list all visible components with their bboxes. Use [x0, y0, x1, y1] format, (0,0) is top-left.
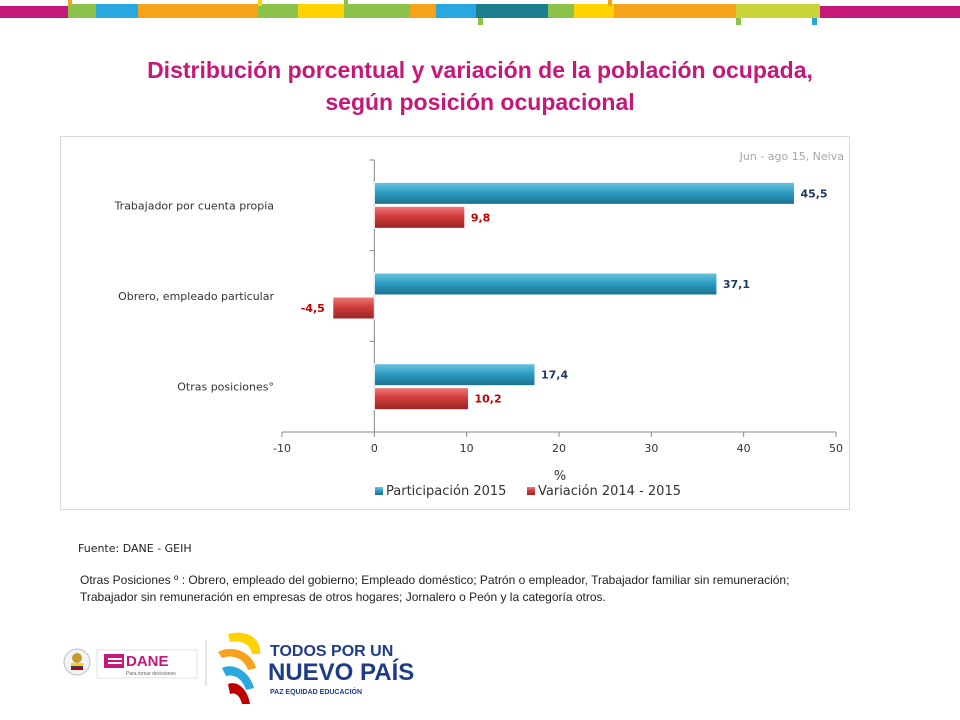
- dane-logo: DANE Para tomar decisiones: [96, 649, 198, 679]
- dane-logo-text: DANE: [126, 653, 169, 670]
- x-tick-label: -10: [273, 442, 291, 455]
- x-tick-label: 40: [737, 442, 751, 455]
- logos-area: DANE Para tomar decisiones TODOS POR UN …: [63, 632, 414, 704]
- data-label-variacion: -4,5: [301, 302, 325, 315]
- todos-por-un-nuevo-pais-logo: TODOS POR UN NUEVO PAÍS PAZ EQUIDAD EDUC…: [218, 632, 414, 704]
- data-label-variacion: 10,2: [475, 393, 502, 406]
- x-tick-label: 30: [644, 442, 658, 455]
- data-label-participacion: 17,4: [541, 369, 568, 382]
- chart-legend: Participación 2015 Variación 2014 - 2015: [375, 484, 681, 499]
- footnote-line-1: Otras Posiciones º : Obrero, empleado de…: [80, 573, 790, 587]
- gov-logo-line-1: TODOS POR UN: [270, 643, 393, 660]
- gov-logo-tagline: PAZ EQUIDAD EDUCACIÓN: [270, 687, 362, 696]
- title-line-2: según posición ocupacional: [325, 89, 635, 115]
- top-color-bar: [0, 0, 960, 25]
- title-line-1: Distribución porcentual y variación de l…: [147, 57, 813, 83]
- x-axis-label: %: [554, 469, 566, 484]
- bar-chart: Jun - ago 15, Neiva -10 0 10 20 30 40 50 Trabaj…: [60, 136, 850, 510]
- legend-label-participacion: Participación 2015: [386, 484, 506, 499]
- legend-swatch-participacion: [375, 487, 383, 495]
- category-label: Trabajador por cuenta propia: [114, 199, 274, 212]
- bar-participacion: [373, 272, 718, 296]
- chart-subtitle: Jun - ago 15, Neiva: [739, 150, 844, 163]
- bar-variacion: [373, 387, 470, 411]
- gov-logo-line-2: NUEVO PAÍS: [268, 658, 414, 686]
- bar-variacion: [332, 296, 375, 320]
- data-label-participacion: 37,1: [723, 278, 750, 291]
- category-label: Otras posiciones°: [177, 381, 274, 394]
- legend-label-variacion: Variación 2014 - 2015: [538, 484, 681, 499]
- x-tick-label: 0: [371, 442, 378, 455]
- data-label-variacion: 9,8: [471, 211, 491, 224]
- page-title: Distribución porcentual y variación de l…: [60, 54, 900, 118]
- x-tick-label: 20: [552, 442, 566, 455]
- x-tick-label: 10: [460, 442, 474, 455]
- category-label: Obrero, empleado particular: [118, 290, 274, 303]
- colombia-seal-logo: [63, 648, 91, 676]
- bar-participacion: [373, 181, 795, 205]
- bar-variacion: [373, 205, 466, 229]
- x-tick-label: 50: [829, 442, 843, 455]
- legend-swatch-variacion: [527, 487, 535, 495]
- footnote-line-2: Trabajador sin remuneración en empresas …: [80, 590, 606, 604]
- data-label-participacion: 45,5: [800, 187, 827, 200]
- bar-participacion: [373, 363, 536, 387]
- source-text: Fuente: DANE - GEIH: [78, 542, 192, 555]
- footnote: Otras Posiciones º : Obrero, empleado de…: [80, 572, 880, 606]
- dane-tagline: Para tomar decisiones: [126, 671, 176, 677]
